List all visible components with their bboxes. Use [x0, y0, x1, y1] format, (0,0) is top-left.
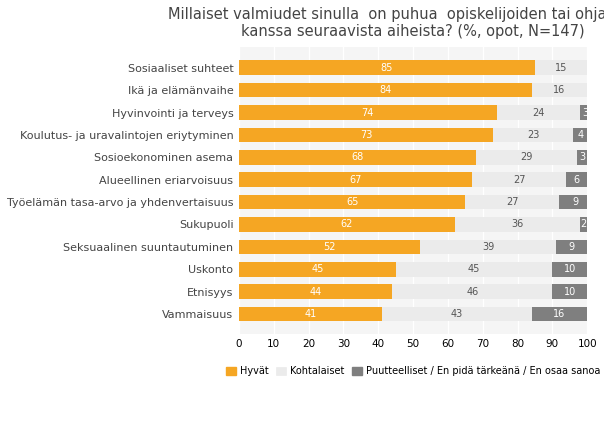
Text: 27: 27 — [513, 175, 525, 185]
Text: 36: 36 — [512, 220, 524, 229]
Bar — [420, 239, 556, 254]
Text: 2: 2 — [580, 220, 587, 229]
Text: 29: 29 — [520, 152, 533, 162]
Text: 73: 73 — [360, 130, 372, 140]
Bar — [239, 239, 420, 254]
Legend: Hyvät, Kohtalaiset, Puutteelliset / En pidä tärkeänä / En osaa sanoa: Hyvät, Kohtalaiset, Puutteelliset / En p… — [222, 363, 604, 380]
Text: 9: 9 — [568, 242, 574, 252]
Bar — [239, 83, 532, 97]
Text: 23: 23 — [527, 130, 539, 140]
Bar — [532, 83, 587, 97]
Text: 4: 4 — [577, 130, 583, 140]
Text: 3: 3 — [579, 152, 585, 162]
Bar — [496, 105, 580, 120]
Bar — [567, 173, 587, 187]
Text: 16: 16 — [553, 85, 565, 95]
Text: 45: 45 — [468, 264, 480, 274]
Bar — [476, 150, 577, 165]
Bar — [535, 60, 587, 75]
Bar — [553, 284, 587, 299]
Bar — [239, 284, 392, 299]
Bar — [239, 307, 382, 321]
Bar — [455, 217, 580, 232]
Text: 68: 68 — [352, 152, 364, 162]
Bar — [239, 195, 465, 209]
Bar — [465, 195, 559, 209]
Bar — [532, 307, 587, 321]
Text: 65: 65 — [346, 197, 358, 207]
Text: 85: 85 — [381, 63, 393, 73]
Text: 67: 67 — [350, 175, 362, 185]
Bar — [559, 195, 591, 209]
Text: 52: 52 — [323, 242, 336, 252]
Text: 10: 10 — [564, 287, 576, 297]
Bar — [396, 262, 553, 277]
Text: 46: 46 — [466, 287, 478, 297]
Bar — [382, 307, 532, 321]
Text: 44: 44 — [309, 287, 322, 297]
Bar — [577, 150, 587, 165]
Bar — [239, 128, 493, 142]
Bar — [239, 105, 496, 120]
Bar — [239, 217, 455, 232]
Text: 45: 45 — [311, 264, 324, 274]
Text: 41: 41 — [304, 309, 316, 319]
Title: Millaiset valmiudet sinulla  on puhua  opiskelijoiden tai ohjattavien
kanssa seu: Millaiset valmiudet sinulla on puhua opi… — [168, 7, 604, 39]
Bar — [239, 150, 476, 165]
Text: 27: 27 — [506, 197, 519, 207]
Bar — [493, 128, 573, 142]
Bar — [392, 284, 553, 299]
Text: 15: 15 — [555, 63, 567, 73]
Text: 16: 16 — [553, 309, 565, 319]
Bar — [239, 60, 535, 75]
Text: 43: 43 — [451, 309, 463, 319]
Text: 39: 39 — [482, 242, 494, 252]
Bar — [573, 128, 587, 142]
Bar — [556, 239, 587, 254]
Text: 62: 62 — [341, 220, 353, 229]
Bar — [472, 173, 567, 187]
Bar — [239, 262, 396, 277]
Bar — [553, 262, 587, 277]
Text: 24: 24 — [532, 107, 545, 118]
Text: 9: 9 — [572, 197, 578, 207]
Text: 10: 10 — [564, 264, 576, 274]
Text: 3: 3 — [582, 107, 588, 118]
Text: 6: 6 — [574, 175, 580, 185]
Bar — [580, 217, 587, 232]
Text: 84: 84 — [379, 85, 391, 95]
Text: 74: 74 — [362, 107, 374, 118]
Bar — [239, 173, 472, 187]
Bar — [580, 105, 591, 120]
